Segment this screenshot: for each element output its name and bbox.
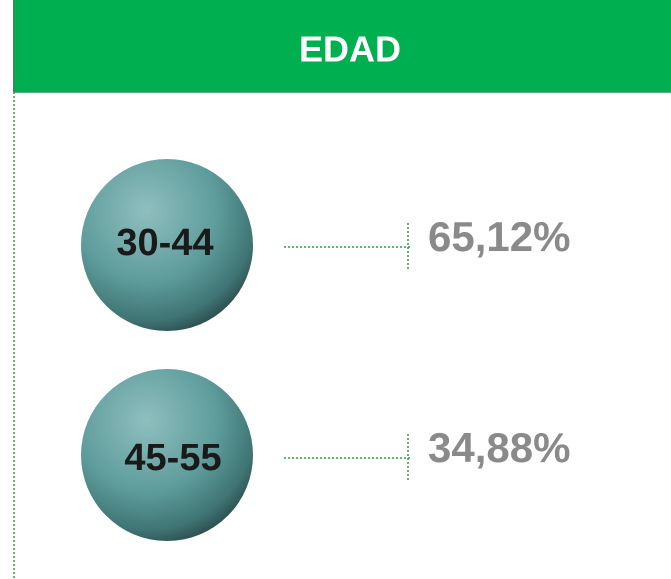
age-label: 45-55 bbox=[124, 437, 221, 479]
header-title: EDAD bbox=[299, 29, 401, 70]
age-label: 30-44 bbox=[116, 222, 213, 264]
percentage: 34,88% bbox=[428, 424, 570, 471]
age-ball bbox=[81, 159, 253, 331]
items: 30-44 65,12% 45-55 34,88% bbox=[81, 159, 570, 541]
percentage: 65,12% bbox=[428, 213, 570, 260]
header-bar bbox=[14, 0, 671, 92]
age-ball bbox=[81, 369, 253, 541]
